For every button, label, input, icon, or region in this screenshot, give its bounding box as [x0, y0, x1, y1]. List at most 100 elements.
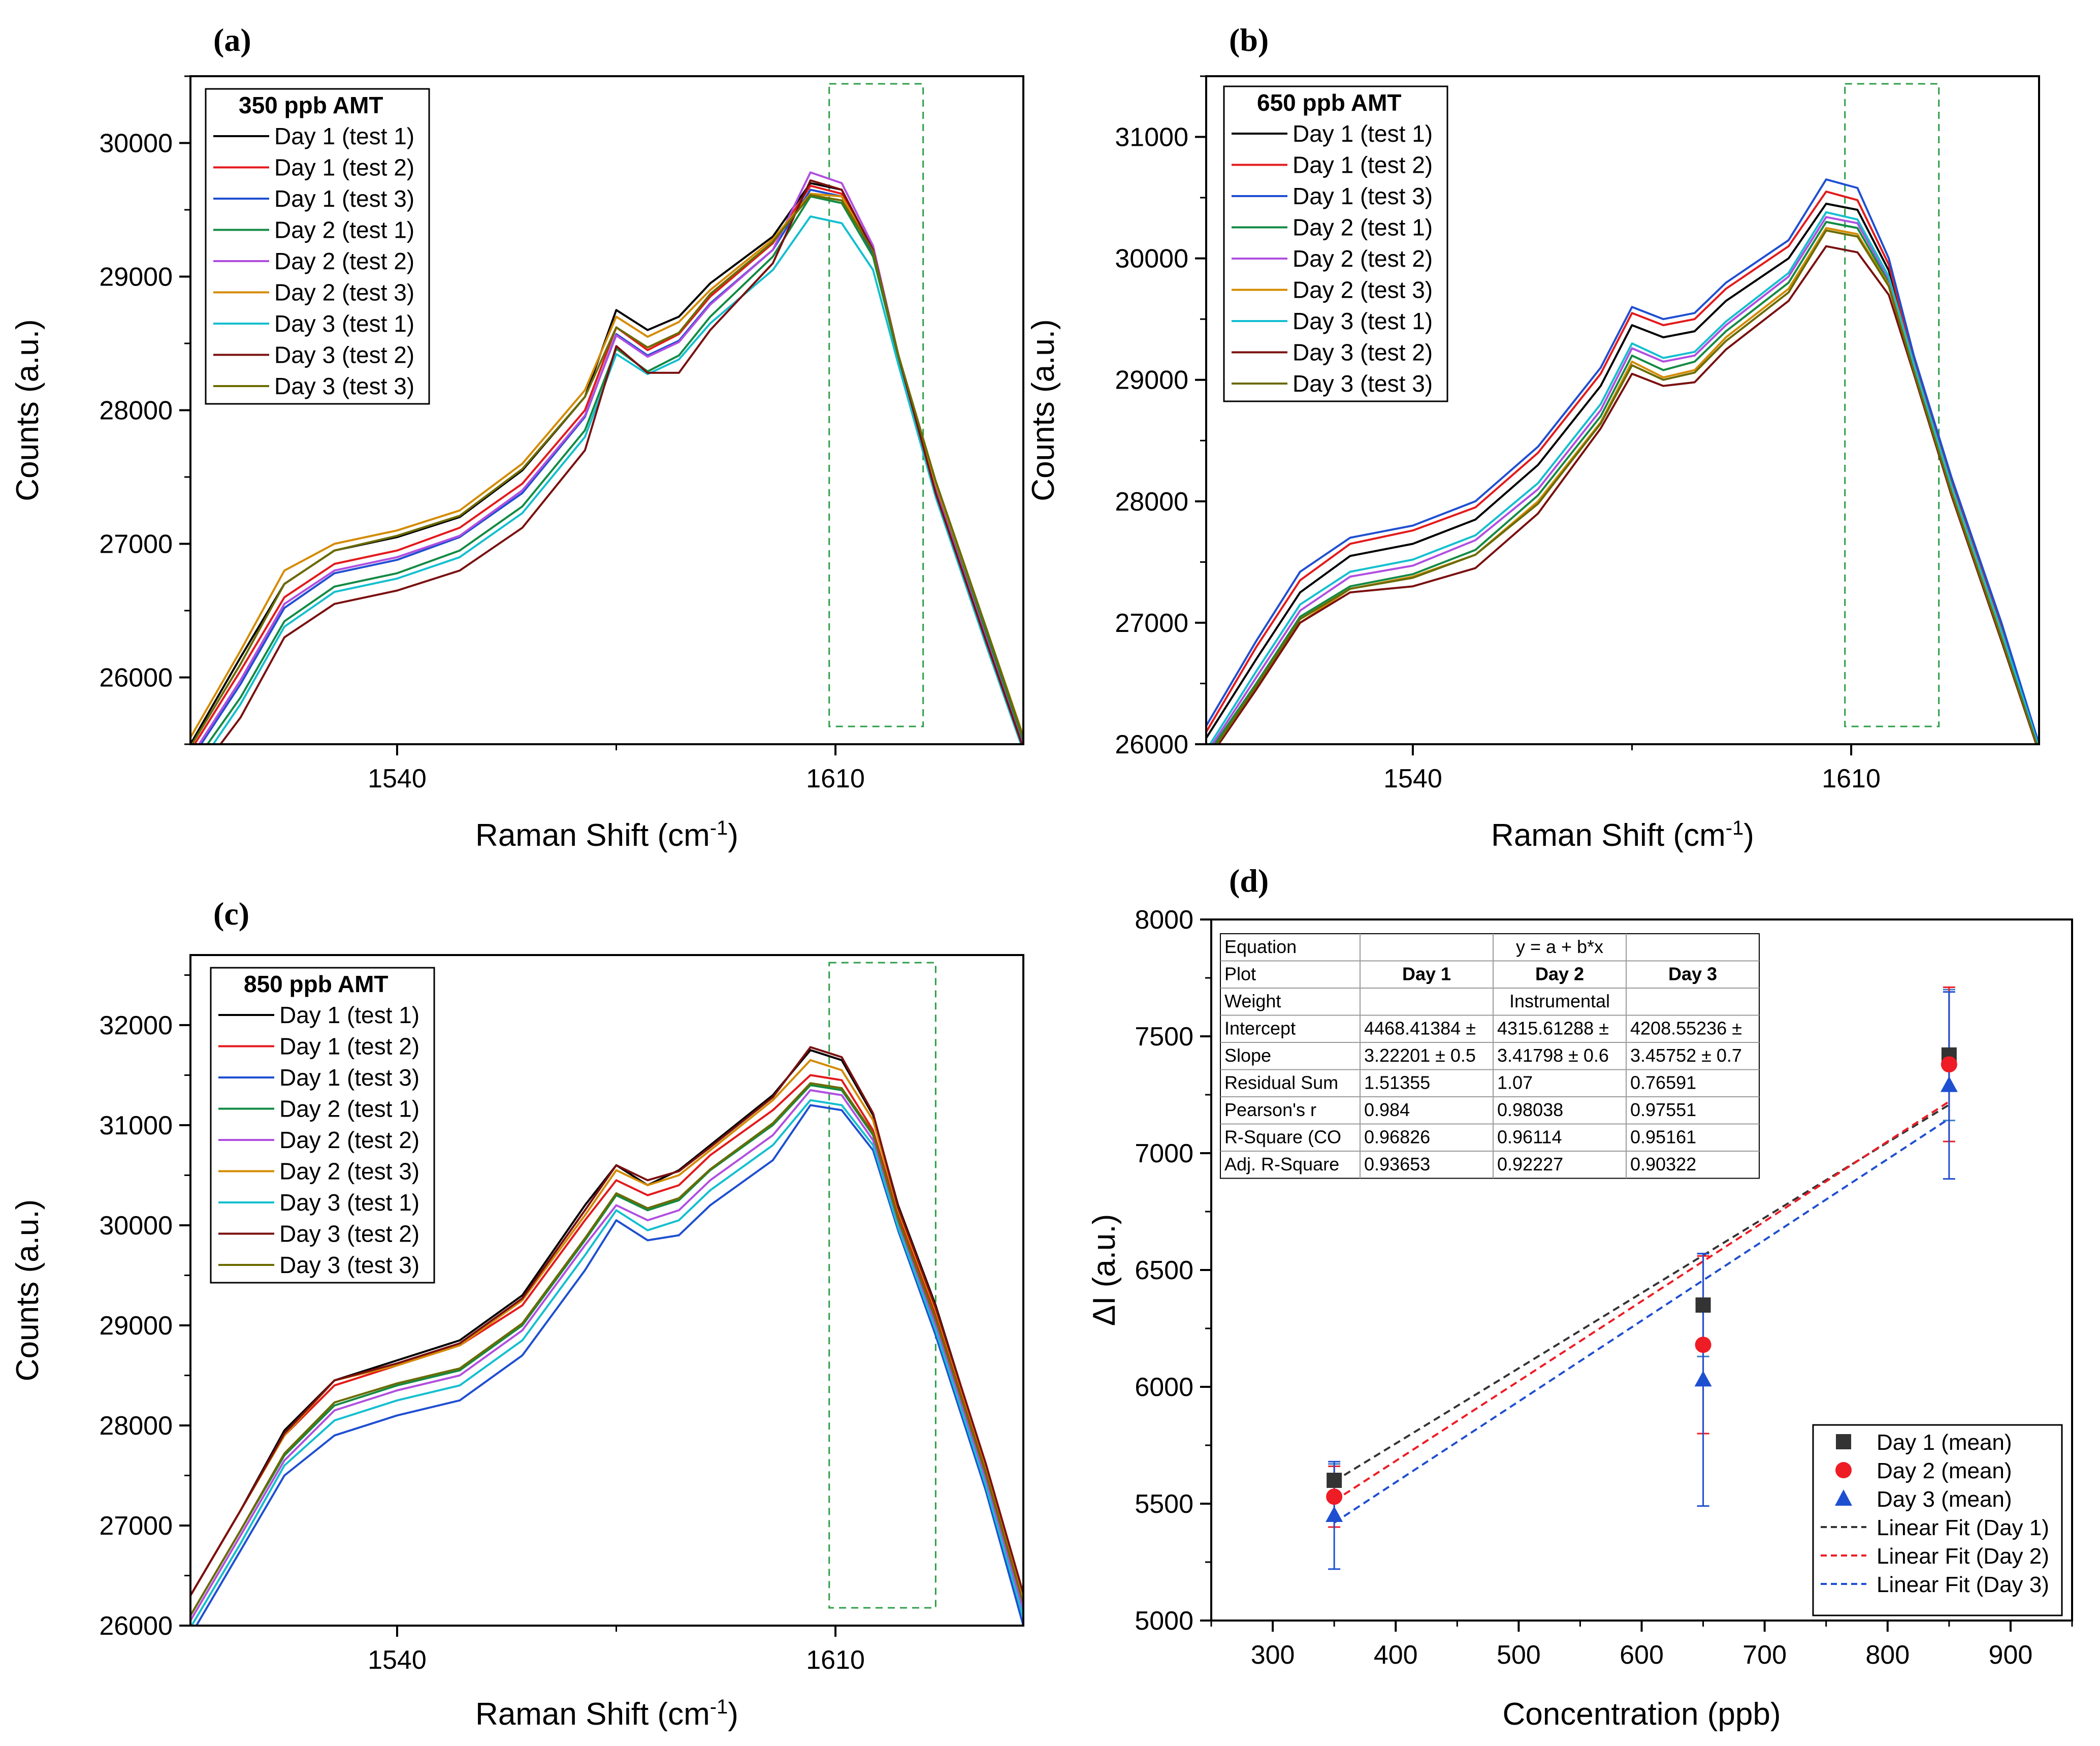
x-tick-label: 1540	[368, 764, 427, 793]
y-tick-label: 26000	[99, 1611, 173, 1641]
plot-b: 26000 27000 28000 29000 30000 31000 1540 1610 Ra…	[1026, 75, 2040, 853]
table-cell: Intercept	[1224, 1018, 1296, 1039]
table-cell: Weight	[1224, 991, 1281, 1011]
data-point-triangle	[1694, 1371, 1712, 1387]
legend-title: 350 ppb AMT	[239, 92, 383, 118]
x-tick-label: 1610	[806, 1645, 865, 1675]
data-point-circle	[1326, 1488, 1343, 1505]
legend-item: Day 2 (test 3)	[274, 279, 414, 306]
legend-item: Day 1 (test 3)	[1293, 183, 1433, 209]
table-cell: Pearson's r	[1224, 1099, 1316, 1120]
x-tick-label: 900	[1989, 1640, 2033, 1670]
legend-item: Day 1 (test 2)	[1293, 152, 1433, 178]
table-cell: 0.97551	[1630, 1099, 1696, 1120]
x-label-close: )	[728, 1697, 738, 1732]
x-axis-label: Concentration (ppb)	[1503, 1697, 1781, 1732]
x-axis-label: Raman Shift (cm-1)	[1491, 817, 1754, 853]
y-tick-label: 27000	[99, 530, 173, 559]
table-cell: 4315.61288 ±	[1497, 1018, 1609, 1039]
y-tick-label: 28000	[1115, 487, 1188, 517]
legend-item: Day 2 (test 2)	[274, 248, 414, 274]
table-cell: 4468.41384 ±	[1364, 1018, 1476, 1039]
table-cell: 3.45752 ± 0.7	[1630, 1045, 1742, 1066]
y-tick-label: 31000	[1115, 123, 1188, 152]
x-label-close: )	[728, 818, 738, 853]
x-tick-label: 600	[1620, 1640, 1664, 1670]
y-tick-label: 29000	[99, 263, 173, 292]
y-tick-label: 27000	[99, 1511, 173, 1541]
legend-box	[205, 88, 430, 405]
table-cell: 0.96114	[1497, 1127, 1562, 1148]
legend-item: Day 2 (test 1)	[279, 1096, 419, 1122]
legend-item: Day 3 (test 1)	[279, 1189, 419, 1216]
x-tick-label: 1610	[806, 764, 865, 793]
table-cell: Day 3	[1668, 964, 1717, 985]
table-cell: 0.96826	[1364, 1127, 1430, 1148]
data-point-square	[1327, 1473, 1342, 1488]
panel-label-c: (c)	[213, 896, 249, 932]
x-tick-label: 1540	[1383, 764, 1442, 793]
y-tick-label: 32000	[99, 1011, 173, 1040]
legend-item: Day 3 (test 3)	[1293, 370, 1433, 397]
series-group	[1206, 178, 2039, 744]
legend-item: Day 2 (mean)	[1877, 1458, 2012, 1483]
data-point-triangle	[1326, 1506, 1343, 1522]
table-cell: 1.07	[1497, 1072, 1533, 1093]
data-point-triangle	[1940, 1076, 1958, 1092]
legend-item: Linear Fit (Day 1)	[1877, 1515, 2049, 1540]
legend-item: Linear Fit (Day 3)	[1877, 1572, 2049, 1597]
legend-item: Day 2 (test 2)	[1293, 245, 1433, 272]
table-cell: Slope	[1224, 1045, 1271, 1066]
x-label-main: Raman Shift (cm	[475, 1697, 710, 1732]
data-point-circle	[1941, 1056, 1957, 1073]
table-cell: Day 1	[1402, 964, 1451, 985]
legend-item: Day 3 (test 2)	[274, 342, 414, 368]
table-cell: 3.22201 ± 0.5	[1364, 1045, 1476, 1066]
table-cell: 0.98038	[1497, 1099, 1563, 1120]
series-group	[190, 171, 1023, 744]
x-label-superscript: -1	[710, 817, 728, 839]
legend-item: Day 2 (test 3)	[1293, 277, 1433, 303]
table-cell: y = a + b*x	[1516, 936, 1603, 957]
legend-marker	[1836, 1434, 1851, 1449]
table-cell: 1.51355	[1364, 1072, 1430, 1093]
table-cell: 0.93653	[1364, 1154, 1430, 1174]
legend-item: Day 3 (test 3)	[274, 373, 414, 399]
legend-item: Day 1 (test 1)	[274, 123, 414, 149]
plot-a: 26000 27000 28000 29000 30000 1540 1610 Raman S…	[10, 75, 1024, 853]
x-label-main: Raman Shift (cm	[475, 818, 710, 853]
fit-line	[1334, 1100, 1950, 1502]
x-tick-label: 700	[1742, 1640, 1787, 1670]
legend-item: Day 1 (test 3)	[279, 1064, 419, 1091]
y-tick-label: 26000	[1115, 730, 1188, 759]
legend-item: Day 2 (test 1)	[1293, 214, 1433, 241]
x-tick-label: 1540	[368, 1645, 427, 1675]
table-border	[1220, 933, 1760, 1179]
y-tick-label: 27000	[1115, 609, 1188, 638]
legend-item: Linear Fit (Day 2)	[1877, 1544, 2049, 1569]
series-line	[190, 1046, 1023, 1596]
highlight-box	[828, 962, 936, 1609]
table-cell: Adj. R-Square	[1224, 1154, 1339, 1174]
table-cell: 4208.55236 ±	[1630, 1018, 1742, 1039]
plot-c: 26000 27000 28000 29000 30000 31000 32000 1540 1…	[10, 954, 1024, 1732]
x-axis-label: Raman Shift (cm-1)	[475, 1696, 738, 1732]
y-tick-label: 28000	[99, 1411, 173, 1441]
y-tick-label: 5000	[1135, 1606, 1193, 1636]
legend-item: Day 3 (test 2)	[279, 1221, 419, 1247]
data-point-square	[1695, 1297, 1711, 1313]
legend-item: Day 1 (test 2)	[279, 1033, 419, 1060]
legend-item: Day 1 (test 2)	[274, 154, 414, 181]
legend-item: Day 2 (test 3)	[279, 1158, 419, 1185]
y-axis-label: ΔI (a.u.)	[1087, 1214, 1122, 1326]
legend-item: Day 3 (test 1)	[1293, 308, 1433, 334]
legend-item: Day 2 (test 1)	[274, 217, 414, 243]
table-cell: Residual Sum	[1224, 1072, 1338, 1093]
table-cell: 0.90322	[1630, 1154, 1696, 1174]
y-tick-label: 30000	[99, 1211, 173, 1241]
legend-marker	[1835, 1462, 1852, 1478]
x-tick-label: 1610	[1822, 764, 1881, 793]
highlight-box	[1844, 83, 1940, 727]
table-cell: 0.92227	[1497, 1154, 1563, 1174]
